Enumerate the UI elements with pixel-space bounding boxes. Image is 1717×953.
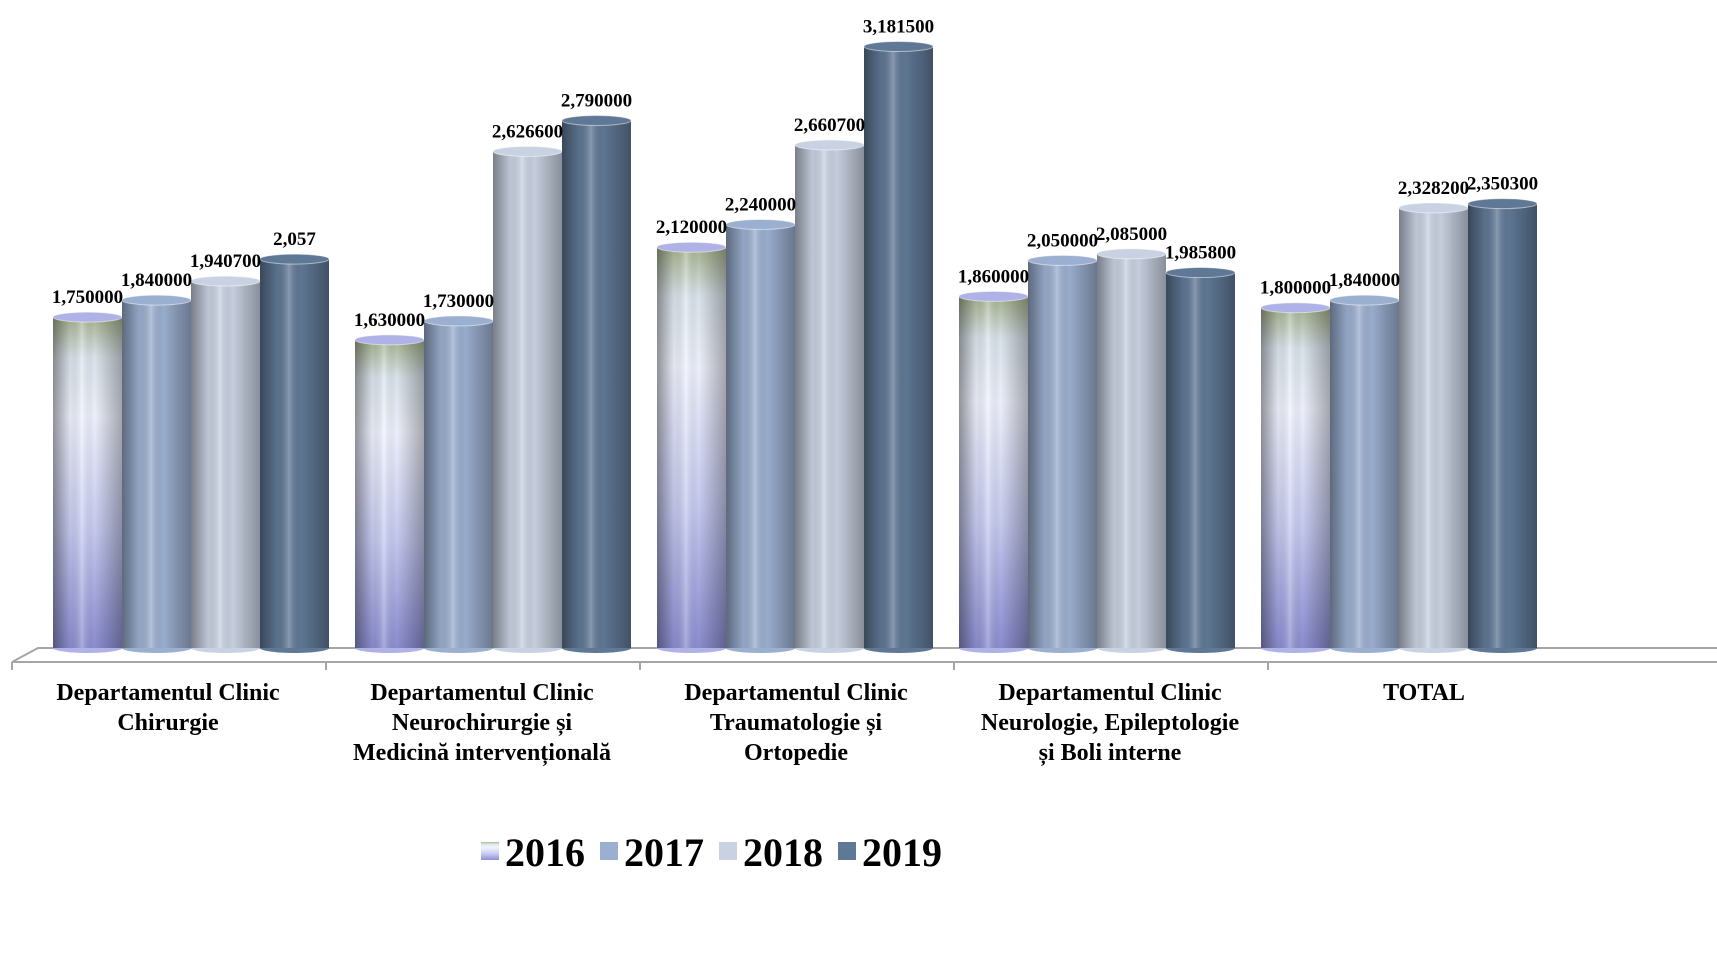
category-label: Departamentul Clinic Neurologie, Epilepto… bbox=[981, 680, 1240, 766]
legend-label: 2018 bbox=[743, 830, 823, 875]
value-label-2016-cat5: 1,800000 bbox=[1260, 278, 1331, 299]
value-label-2016-cat3: 2,120000 bbox=[656, 217, 727, 238]
legend-label: 2017 bbox=[624, 830, 704, 875]
bar-2019-cat5 bbox=[1467, 198, 1538, 653]
category-label: TOTAL bbox=[1383, 680, 1465, 706]
legend-item-2016: 2016 bbox=[481, 830, 585, 875]
category-labels: Departamentul Clinic Chirurgie Departament… bbox=[56, 680, 1465, 766]
legend-item-2018: 2018 bbox=[719, 830, 823, 875]
legend-swatch bbox=[719, 842, 737, 860]
bar-2018-cat1 bbox=[190, 275, 261, 653]
value-label-2018-cat1: 1,940700 bbox=[190, 251, 261, 272]
legend-swatch bbox=[600, 842, 618, 860]
value-label-2019-cat4: 1,985800 bbox=[1165, 243, 1236, 264]
bar-2016-cat5 bbox=[1260, 302, 1331, 653]
legend-swatch bbox=[838, 842, 856, 860]
value-label-2018-cat2: 2,626600 bbox=[492, 121, 563, 142]
value-label-2018-cat5: 2,328200 bbox=[1398, 178, 1469, 199]
value-label-2019-cat3: 3,181500 bbox=[863, 16, 934, 37]
bar-2018-cat2 bbox=[492, 145, 563, 653]
category-label: Departamentul Clinic Traumatologie și Orto… bbox=[684, 680, 908, 766]
bar-2016-cat1 bbox=[52, 311, 123, 653]
legend-item-2019: 2019 bbox=[838, 830, 942, 875]
value-label-2019-cat5: 2,350300 bbox=[1467, 174, 1538, 195]
bar-2017-cat2 bbox=[423, 315, 494, 653]
bar-2016-cat3 bbox=[656, 241, 727, 653]
value-label-2017-cat1: 1,840000 bbox=[121, 270, 192, 291]
value-label-2016-cat2: 1,630000 bbox=[354, 310, 425, 331]
bar-2018-cat4 bbox=[1096, 248, 1167, 653]
value-label-2017-cat4: 2,050000 bbox=[1027, 230, 1098, 251]
bar-2018-cat5 bbox=[1398, 202, 1469, 653]
legend-item-2017: 2017 bbox=[600, 830, 704, 875]
value-label-2019-cat1: 2,057 bbox=[273, 229, 316, 250]
bar-2018-cat3 bbox=[794, 139, 865, 653]
value-label-2017-cat3: 2,240000 bbox=[725, 195, 796, 216]
value-label-2018-cat3: 2,660700 bbox=[794, 115, 865, 136]
bar-2016-cat2 bbox=[354, 334, 425, 653]
bar-2017-cat4 bbox=[1027, 254, 1098, 653]
category-label: Departamentul Clinic Neurochirurgie și Med… bbox=[353, 680, 611, 766]
bars bbox=[52, 40, 1538, 653]
bar-2019-cat1 bbox=[259, 253, 330, 653]
value-labels: 1,750000 1,630000 2,120000 1,860000 1,800000… bbox=[52, 16, 1538, 330]
bar-2017-cat1 bbox=[121, 294, 192, 653]
value-label-2017-cat2: 1,730000 bbox=[423, 291, 494, 312]
legend-swatch bbox=[481, 842, 499, 860]
bar-2016-cat4 bbox=[958, 290, 1029, 653]
value-label-2016-cat1: 1,750000 bbox=[52, 287, 123, 308]
axis-ticks bbox=[11, 662, 1269, 670]
bar-2017-cat3 bbox=[725, 219, 796, 653]
category-label: Departamentul Clinic Chirurgie bbox=[56, 680, 280, 736]
bar-2019-cat4 bbox=[1165, 267, 1236, 653]
bar-2017-cat5 bbox=[1329, 294, 1400, 653]
bar-2019-cat3 bbox=[863, 40, 934, 653]
legend: 2016 2017 2018 2019 bbox=[481, 830, 942, 875]
legend-label: 2016 bbox=[505, 830, 585, 875]
legend-label: 2019 bbox=[862, 830, 942, 875]
bar-2019-cat2 bbox=[561, 115, 632, 653]
value-label-2018-cat4: 2,085000 bbox=[1096, 224, 1167, 245]
value-label-2016-cat4: 1,860000 bbox=[958, 266, 1029, 287]
value-label-2019-cat2: 2,790000 bbox=[561, 91, 632, 112]
value-label-2017-cat5: 1,840000 bbox=[1329, 270, 1400, 291]
